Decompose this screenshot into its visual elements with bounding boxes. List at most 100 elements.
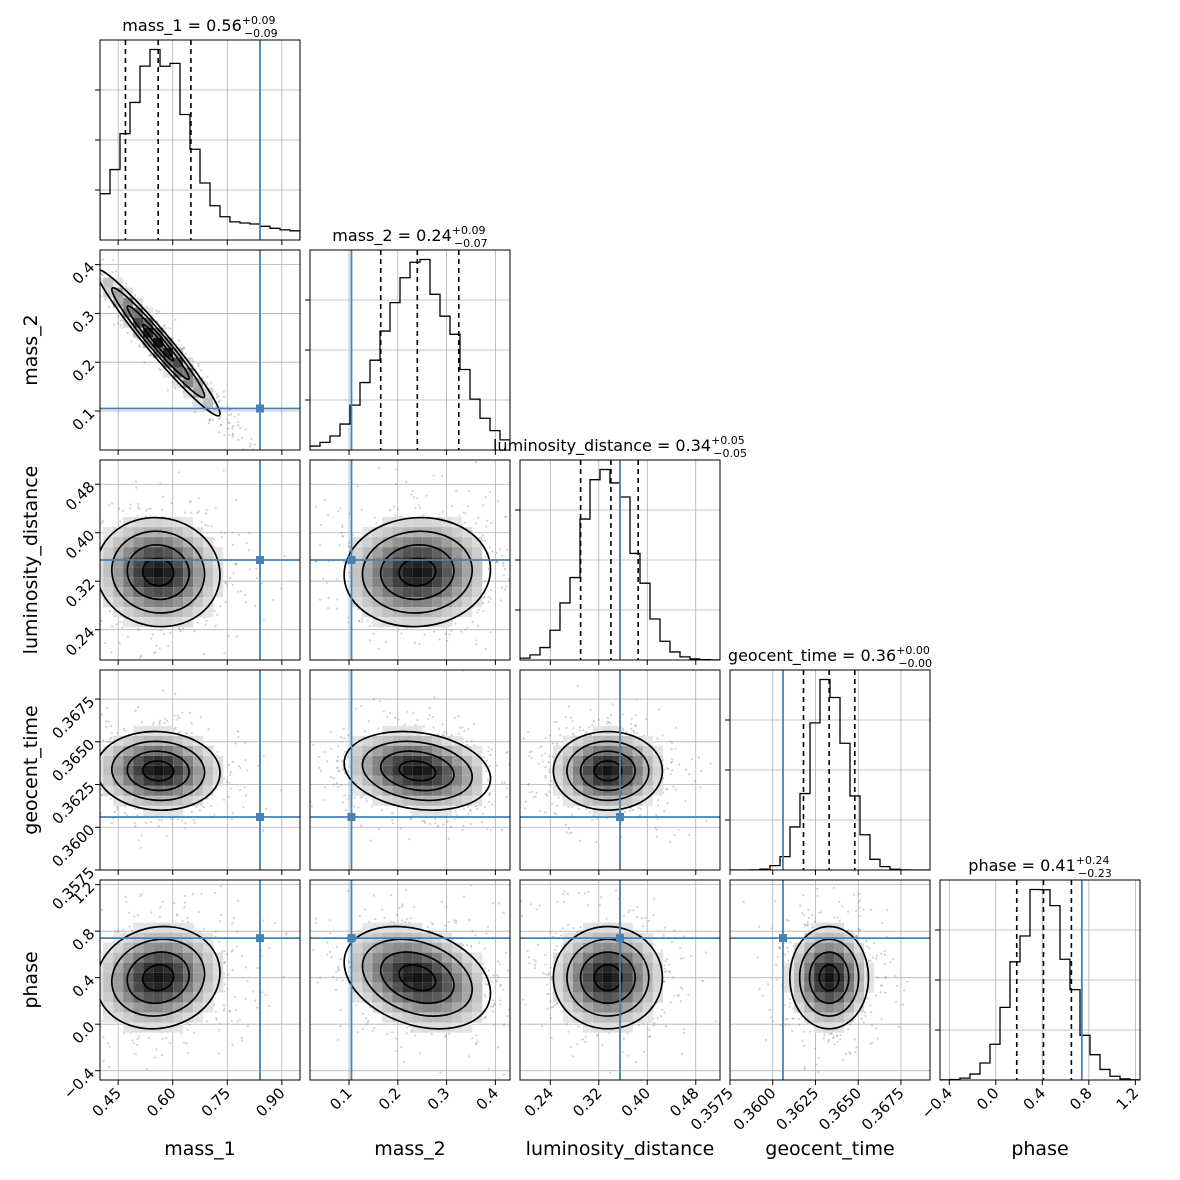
sample-point [244, 794, 248, 797]
sample-point [678, 763, 681, 766]
density-cell [123, 567, 134, 578]
sample-point [482, 610, 485, 613]
sample-point [228, 433, 231, 436]
sample-point [136, 505, 140, 509]
density-cell [392, 517, 403, 528]
y-tick-label: 0.3650 [49, 735, 99, 785]
sample-point [595, 818, 599, 821]
density-cell [133, 547, 144, 558]
sample-point [444, 632, 447, 635]
sample-point [159, 719, 162, 722]
sample-point [119, 620, 122, 624]
sample-point [227, 634, 230, 637]
sample-point [248, 568, 251, 571]
density-cell [100, 755, 104, 766]
sample-point [555, 742, 558, 745]
density-cell [163, 597, 174, 608]
sample-point [545, 793, 548, 796]
sample-point [442, 823, 445, 826]
density-cell [143, 337, 154, 348]
sample-point [193, 372, 196, 375]
sample-point [227, 414, 231, 417]
sample-point [555, 813, 558, 816]
density-cell [143, 567, 154, 578]
sample-point [137, 503, 140, 506]
sample-point [501, 554, 504, 558]
density-cell [432, 785, 443, 796]
density-cell [632, 735, 643, 746]
sample-point [416, 718, 419, 722]
contour-line [100, 268, 221, 417]
panel-frame [519, 459, 721, 661]
sample-point [491, 550, 494, 553]
density-cell [552, 755, 563, 766]
sample-point [231, 434, 234, 437]
sample-point [214, 506, 217, 509]
contour-line [110, 286, 206, 399]
density-cell [203, 397, 214, 408]
sample-point [85, 613, 87, 615]
sample-point [230, 817, 234, 820]
sample-point [86, 244, 88, 246]
sample-point [372, 632, 375, 636]
sample-point [318, 598, 322, 601]
sample-point [237, 736, 240, 739]
density-cell [642, 765, 653, 776]
sample-point [238, 1018, 242, 1021]
sample-point [501, 781, 504, 784]
sample-point [675, 726, 678, 729]
sample-point [463, 807, 466, 811]
sample-point [570, 813, 573, 816]
density-cell [352, 765, 363, 776]
sample-point [302, 617, 304, 619]
sample-point [496, 500, 500, 503]
sample-point [475, 643, 478, 646]
density-cell [442, 765, 453, 776]
density-cell [472, 587, 483, 598]
sample-point [530, 733, 532, 735]
sample-point [253, 443, 256, 446]
sample-point [96, 557, 98, 559]
sample-point [469, 808, 472, 811]
sample-point [378, 466, 381, 469]
density-cell [362, 527, 373, 538]
density-cell [382, 527, 393, 538]
density-cell [103, 537, 114, 548]
density-cell [412, 517, 423, 528]
sample-point [467, 505, 470, 508]
sample-point [150, 637, 153, 640]
density-cell [163, 567, 174, 578]
density-cell [432, 745, 443, 756]
sample-point [544, 776, 547, 779]
sample-point [90, 766, 92, 768]
sample-point [474, 805, 477, 808]
sample-point [77, 256, 79, 258]
panel-content [100, 40, 300, 240]
sample-point [357, 608, 360, 611]
sample-point [628, 809, 632, 812]
sample-point [227, 781, 231, 784]
sample-point [59, 586, 61, 588]
density-cell [133, 577, 144, 588]
title-value: mass_1 = 0.56 [122, 16, 241, 36]
sample-point [116, 808, 119, 811]
sample-point [418, 642, 421, 645]
sample-point [108, 740, 111, 744]
density-cell [582, 765, 593, 776]
sample-point [495, 561, 498, 564]
sample-point [361, 620, 364, 623]
sample-point [530, 757, 533, 760]
density-cell [362, 755, 373, 766]
density-cell [382, 567, 393, 578]
sample-point [53, 784, 55, 786]
sample-point [606, 716, 610, 720]
density-cell [173, 755, 184, 766]
sample-point [119, 319, 123, 322]
sample-point [484, 496, 487, 499]
density-cell [402, 795, 413, 806]
density-cell [183, 785, 194, 796]
density-cell [442, 577, 453, 588]
sample-point [360, 617, 363, 620]
sample-point [91, 614, 93, 616]
sample-point [327, 596, 330, 599]
